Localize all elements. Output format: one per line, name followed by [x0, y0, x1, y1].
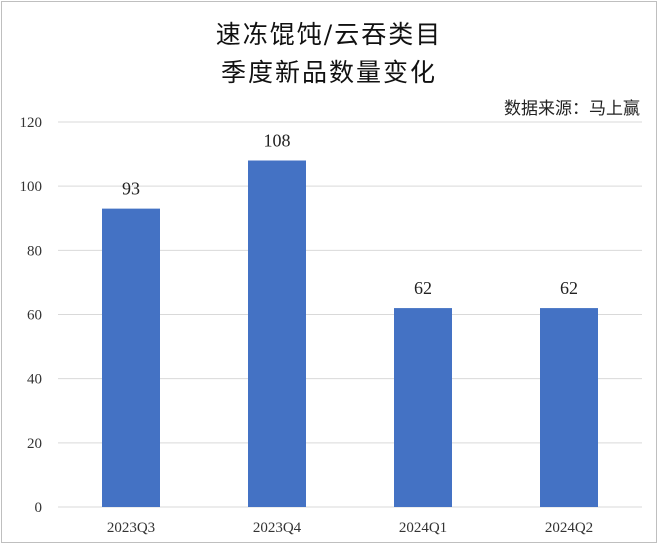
chart-title-line2: 季度新品数量变化 — [220, 58, 437, 87]
y-tick-label: 40 — [27, 372, 42, 388]
bar-2023Q3 — [102, 208, 160, 507]
x-tick-label: 2024Q2 — [545, 520, 593, 536]
bar-2024Q1 — [394, 308, 452, 507]
x-tick-label: 2023Q3 — [107, 520, 155, 536]
data-source-note: 数据来源：马上赢 — [504, 99, 640, 119]
y-tick-label: 0 — [35, 500, 43, 516]
chart-title: 速冻馄饨/云吞类目 季度新品数量变化 — [2, 16, 656, 92]
data-label: 108 — [264, 131, 291, 151]
y-tick-label: 120 — [20, 115, 43, 131]
y-tick-label: 60 — [27, 308, 42, 324]
data-label: 93 — [122, 179, 140, 199]
bar-2023Q4 — [248, 160, 306, 507]
y-tick-label: 20 — [27, 436, 42, 452]
bar-2024Q2 — [540, 308, 598, 507]
data-label: 62 — [414, 278, 432, 298]
y-tick-label: 80 — [27, 243, 42, 259]
x-tick-label: 2023Q4 — [253, 520, 302, 536]
x-tick-label: 2024Q1 — [399, 520, 447, 536]
y-tick-label: 100 — [20, 179, 43, 195]
chart-title-line1: 速冻馄饨/云吞类目 — [215, 20, 443, 49]
data-label: 62 — [560, 278, 578, 298]
